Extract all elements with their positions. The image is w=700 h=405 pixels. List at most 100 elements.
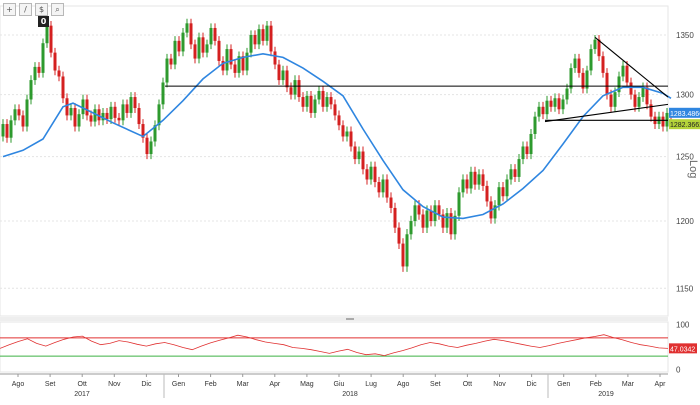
x-tick-label: Nov (108, 381, 121, 388)
x-tick-label: Mar (622, 381, 635, 388)
y-tick-label: 1250 (676, 153, 694, 162)
candle-body (565, 88, 569, 100)
candle-body (601, 56, 605, 73)
candle-body (209, 27, 213, 45)
y-tick-label: 1350 (676, 31, 694, 40)
dollar-button[interactable]: $ (35, 3, 48, 16)
rsi-line (0, 334, 669, 357)
panel-splitter[interactable] (0, 317, 668, 321)
candle-body (249, 34, 253, 53)
candle-body (481, 174, 485, 186)
price-label-box (669, 107, 700, 118)
candle-body (421, 214, 425, 228)
candle-body (645, 87, 649, 105)
candle-body (609, 94, 613, 107)
x-tick-label: Giu (334, 381, 345, 388)
trendline[interactable] (544, 103, 669, 123)
candle-body (241, 56, 245, 71)
candle-body (321, 90, 325, 107)
candle-body (461, 179, 465, 193)
candle-body (389, 197, 393, 208)
trendline[interactable] (594, 36, 669, 98)
candle-body (605, 72, 609, 95)
candle-body (153, 125, 157, 142)
candle-body (557, 98, 561, 110)
candle-body (277, 64, 281, 81)
candle-body (141, 124, 145, 138)
candle-body (361, 151, 365, 170)
candle-body (377, 182, 381, 193)
candle-body (61, 76, 65, 99)
candle-body (65, 98, 69, 116)
candle-body (41, 43, 45, 73)
candle-body (21, 115, 25, 127)
candle-body (457, 192, 461, 216)
candle-body (213, 27, 217, 41)
candle-body (357, 151, 361, 160)
candle-body (229, 49, 233, 65)
candle-body (225, 49, 229, 71)
candle-body (245, 52, 249, 71)
x-tick-label: Ott (463, 381, 472, 388)
y-tick-label: 1150 (676, 284, 694, 293)
x-tick-label: Dic (141, 381, 152, 388)
year-label: 2019 (598, 391, 614, 398)
y-tick-label: 1200 (676, 217, 694, 226)
candle-body (349, 131, 353, 147)
candle-body (329, 97, 333, 105)
x-tick-label: Apr (269, 381, 281, 388)
candle-body (537, 106, 541, 117)
candle-body (549, 100, 553, 107)
candle-body (9, 120, 13, 138)
candle-body (477, 174, 481, 185)
candle-body (641, 87, 645, 98)
candle-body (57, 70, 61, 77)
x-tick-label: Mag (300, 381, 314, 388)
candle-body (193, 44, 197, 59)
candle-body (449, 213, 453, 235)
x-tick-label: Set (45, 381, 56, 388)
candle-body (353, 146, 357, 160)
candle-body (613, 92, 617, 107)
candle-body (281, 70, 285, 81)
year-label: 2017 (74, 391, 90, 398)
candle-body (297, 80, 301, 98)
candle-body (77, 114, 81, 127)
candle-body (217, 40, 221, 61)
x-tick-label: Apr (655, 381, 667, 388)
candle-body (485, 185, 489, 202)
candle-body (113, 106, 117, 118)
candle-body (593, 39, 597, 50)
candle-body (181, 32, 185, 52)
candle-body (529, 133, 533, 155)
candle-body (401, 243, 405, 267)
candle-body (157, 104, 161, 126)
candle-body (429, 210, 433, 222)
candle-body (1, 124, 5, 137)
candle-body (285, 70, 289, 88)
search-icon[interactable]: ⌕ (51, 3, 64, 16)
add-button[interactable]: + (3, 3, 16, 16)
candle-body (473, 171, 477, 185)
draw-button[interactable]: / (19, 3, 32, 16)
candle-body (413, 205, 417, 222)
candle-body (569, 68, 573, 89)
candle-body (337, 115, 341, 126)
splitter-grip-icon[interactable] (346, 318, 354, 320)
candle-body (341, 125, 345, 137)
candle-body (381, 179, 385, 193)
candle-body (625, 65, 629, 83)
candle-body (257, 29, 261, 45)
candle-body (221, 60, 225, 71)
candle-body (301, 97, 305, 107)
candle-body (453, 215, 457, 235)
candle-body (189, 23, 193, 45)
candle-body (129, 97, 133, 113)
candle-body (369, 166, 373, 180)
candle-body (85, 99, 89, 116)
price-label: 1282.3662 (670, 122, 700, 129)
candle-body (253, 34, 257, 45)
candle-body (469, 171, 473, 189)
candle-body (145, 137, 149, 155)
